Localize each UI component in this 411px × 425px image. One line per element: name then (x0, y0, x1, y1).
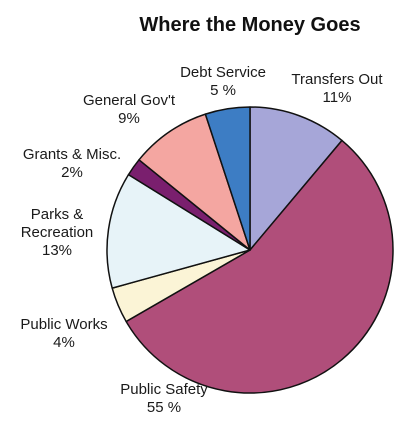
slice-labels: Transfers Out 11%Public Safety 55 %Public … (20, 64, 383, 416)
label-transfers-out: Transfers Out 11% (291, 71, 383, 106)
slice-name-label: Grants & Misc. (23, 146, 121, 163)
slice-name-label: Debt Service (180, 64, 266, 81)
label-parks-recreation: Parks & Recreation 13% (21, 206, 94, 259)
label-debt-service: Debt Service 5 % (180, 64, 266, 99)
label-public-works: Public Works 4% (20, 316, 107, 351)
slice-public-safety (125, 139, 394, 394)
slice-value-label: 11% (323, 89, 352, 106)
slice-name-label: Public Safety (120, 381, 208, 398)
slice-value-label: 2% (61, 164, 83, 181)
slice-value-label: 9% (118, 110, 140, 127)
slice-name-label: Parks & (31, 206, 84, 223)
chart-title: Where the Money Goes (139, 14, 360, 36)
slice-transfers-out (249, 106, 343, 251)
slice-value-label: 5 % (210, 82, 236, 99)
slice-parks-recreation (106, 173, 251, 289)
slice-general-gov-t (138, 113, 251, 251)
slice-value-label: 4% (53, 334, 75, 351)
label-public-safety: Public Safety 55 % (120, 381, 208, 416)
pie-slices (106, 106, 394, 394)
slice-value-label: 55 % (147, 399, 181, 416)
slice-value-label: 13% (42, 242, 72, 259)
slice-name-label: General Gov't (83, 92, 176, 109)
slice-name-label: Transfers Out (291, 71, 383, 88)
label-general-gov-t: General Gov't 9% (83, 92, 176, 127)
slice-name-label: Recreation (21, 224, 94, 241)
slice-name-label: Public Works (20, 316, 107, 333)
slice-debt-service (204, 106, 251, 251)
label-grants-misc: Grants & Misc. 2% (23, 146, 121, 181)
